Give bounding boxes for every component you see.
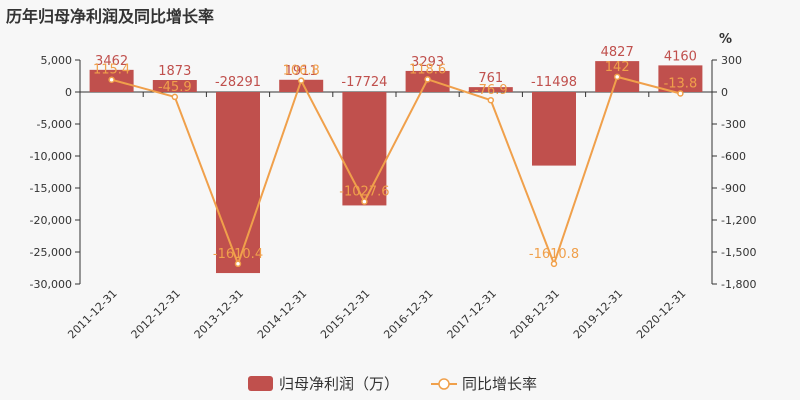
growth-line — [111, 75, 681, 267]
left-axis-tick-label: -20,000 — [30, 214, 72, 227]
line-value-label: -1610.4 — [213, 247, 263, 262]
line-value-label: 142 — [605, 60, 630, 75]
legend-bar-label: 归母净利润（万） — [279, 375, 399, 393]
line-value-label: 118.6 — [409, 62, 446, 77]
bar-value-label: 4160 — [664, 49, 697, 64]
bar — [216, 92, 260, 274]
legend: 归母净利润（万） 同比增长率 — [248, 375, 537, 393]
bar-value-label: 1911 — [285, 64, 318, 79]
x-axis-tick-label: 2017-12-31 — [445, 287, 499, 341]
line-value-label: 115.4 — [93, 63, 130, 78]
line-point — [424, 76, 431, 83]
bar-value-label: -17724 — [341, 75, 387, 90]
x-axis-tick-label: 2015-12-31 — [318, 287, 372, 341]
legend-line-label: 同比增长率 — [462, 375, 537, 393]
chart-title: 历年归母净利润及同比增长率 — [6, 7, 215, 26]
bar-value-label: -28291 — [215, 75, 261, 90]
right-axis-tick-label: 0 — [721, 86, 728, 99]
legend-bar-swatch — [248, 376, 273, 391]
line-point — [234, 260, 242, 268]
bar-value-label: 3293 — [411, 55, 444, 70]
left-axis-tick-label: -25,000 — [30, 246, 72, 259]
line-value-label: 106.8 — [283, 64, 320, 79]
bar-value-label: 4827 — [601, 45, 634, 60]
line-point — [613, 73, 621, 81]
x-axis-tick-label: 2020-12-31 — [634, 287, 688, 341]
left-axis-tick-label: 5,000 — [41, 54, 73, 67]
x-axis-tick-label: 2013-12-31 — [192, 287, 246, 341]
right-axis-tick-label: -1,800 — [721, 278, 756, 291]
line-value-label: -76.9 — [474, 83, 508, 98]
x-axis-tick-label: 2018-12-31 — [508, 287, 562, 341]
line-point — [550, 260, 558, 268]
bar — [342, 92, 387, 206]
right-axis-tick-label: -600 — [721, 150, 746, 163]
right-axis-tick-label: -300 — [721, 118, 746, 131]
left-axis-tick-label: -5,000 — [37, 118, 72, 131]
bar-value-label: 1873 — [158, 64, 191, 79]
legend-line-marker — [438, 378, 450, 390]
line-value-label: -45.9 — [158, 80, 192, 95]
line-point — [487, 96, 495, 104]
bar — [152, 80, 197, 92]
line-point — [171, 93, 179, 101]
bar — [279, 79, 324, 92]
line-value-label: -13.8 — [664, 76, 698, 91]
line-value-label: -1610.8 — [529, 247, 579, 262]
x-axis-tick-label: 2011-12-31 — [65, 287, 119, 341]
line-point — [361, 198, 368, 205]
right-axis-tick-label: -900 — [721, 182, 746, 195]
line-point — [677, 90, 684, 97]
left-axis-tick-label: -15,000 — [30, 182, 72, 195]
bar-value-label: 761 — [478, 71, 503, 86]
left-axis-tick-label: -10,000 — [30, 150, 72, 163]
line-value-label: -1027.6 — [339, 185, 389, 200]
bar-value-label: 3462 — [95, 54, 128, 69]
right-axis-tick-label: -1,200 — [721, 214, 756, 227]
bar — [532, 92, 576, 166]
right-axis-unit: % — [719, 32, 732, 47]
x-axis-tick-label: 2019-12-31 — [571, 287, 625, 341]
line-point — [297, 77, 305, 84]
bar — [658, 65, 703, 92]
bar-value-label: -11498 — [531, 75, 577, 90]
line-point — [108, 76, 115, 83]
x-axis-tick-label: 2016-12-31 — [381, 287, 435, 341]
right-axis-tick-label: -1,500 — [721, 246, 756, 259]
left-axis-tick-label: 0 — [65, 86, 72, 99]
left-axis-tick-label: -30,000 — [30, 278, 72, 291]
bar — [468, 87, 513, 92]
x-axis-tick-label: 2012-12-31 — [129, 287, 183, 341]
x-axis-tick-label: 2014-12-31 — [255, 287, 309, 341]
right-axis-tick-label: 300 — [721, 54, 742, 67]
